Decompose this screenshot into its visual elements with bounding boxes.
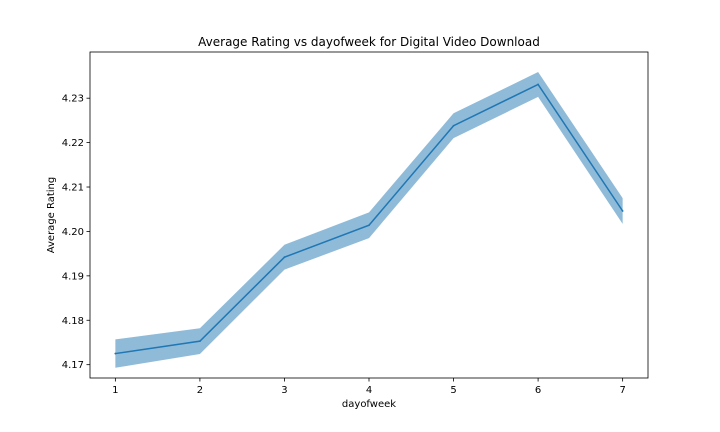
y-tick-label: 4.21	[62, 183, 84, 194]
x-tick-label: 4	[366, 385, 372, 396]
chart-title: Average Rating vs dayofweek for Digital …	[198, 35, 540, 49]
confidence-band	[115, 71, 623, 368]
y-tick-label: 4.20	[62, 227, 84, 238]
data-point	[283, 256, 286, 259]
data-point	[452, 124, 455, 127]
series-line-layer	[114, 83, 624, 355]
x-tick-label: 3	[281, 385, 287, 396]
data-point	[621, 210, 624, 212]
axes-layer: 1 2 3 4 5 6 7 4.17 4.18 4.19 4.20 4.21 4.22 4.23	[62, 51, 649, 396]
data-point	[368, 224, 370, 227]
data-point	[537, 83, 539, 86]
x-tick-label: 1	[112, 385, 118, 396]
y-tick-label: 4.22	[62, 138, 84, 149]
y-tick-label: 4.18	[62, 316, 84, 327]
y-axis-label: Average Rating	[46, 177, 57, 253]
x-tick-label: 5	[450, 385, 456, 396]
x-tick-label: 2	[197, 385, 203, 396]
data-point	[114, 352, 117, 355]
y-tick-label: 4.23	[62, 94, 84, 105]
x-axis-label: dayofweek	[342, 399, 396, 410]
x-tick-label: 7	[619, 385, 625, 396]
confidence-band-layer	[115, 71, 623, 368]
y-tick-label: 4.19	[62, 271, 84, 282]
x-tick-label: 6	[535, 385, 541, 396]
data-point	[199, 340, 201, 343]
y-tick-label: 4.17	[62, 360, 84, 371]
